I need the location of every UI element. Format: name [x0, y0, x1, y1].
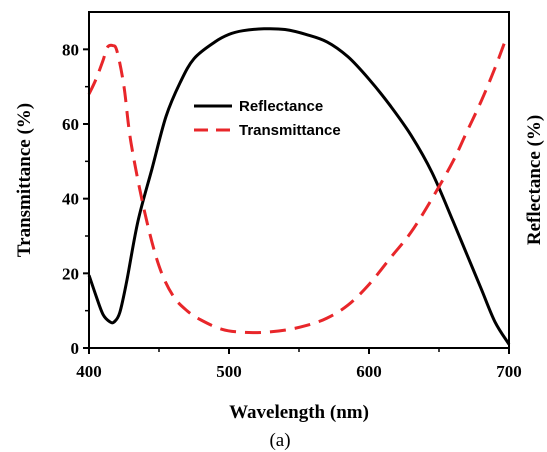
x-axis-title: Wavelength (nm)	[229, 402, 369, 423]
y-tick-label: 0	[71, 339, 80, 358]
y-tick-label: 60	[62, 115, 79, 134]
y-tick-label: 80	[62, 40, 79, 59]
y-axis-title-left: Transmittance (%)	[14, 103, 35, 257]
series-line-reflectance	[87, 27, 511, 346]
y-axis-title-right: Reflectance (%)	[524, 115, 545, 245]
caption: (a)	[269, 430, 290, 451]
legend-label-reflectance: Reflectance	[239, 98, 323, 115]
x-tick-label: 600	[356, 362, 382, 381]
plot-curves	[87, 27, 511, 346]
x-tick-label: 700	[496, 362, 522, 381]
plot-frame	[88, 11, 510, 349]
x-axis-ticks: 400 500 600 700	[76, 348, 522, 381]
x-tick-label: 400	[76, 362, 102, 381]
series-line-transmittance	[87, 37, 508, 335]
x-tick-label: 500	[216, 362, 242, 381]
legend-label-transmittance: Transmittance	[239, 122, 341, 139]
y-tick-label: 40	[62, 190, 79, 209]
y-tick-label: 20	[62, 264, 79, 283]
legend: Reflectance Transmittance	[194, 98, 341, 139]
y-axis-ticks: 0 20 40 60 80	[62, 40, 89, 358]
